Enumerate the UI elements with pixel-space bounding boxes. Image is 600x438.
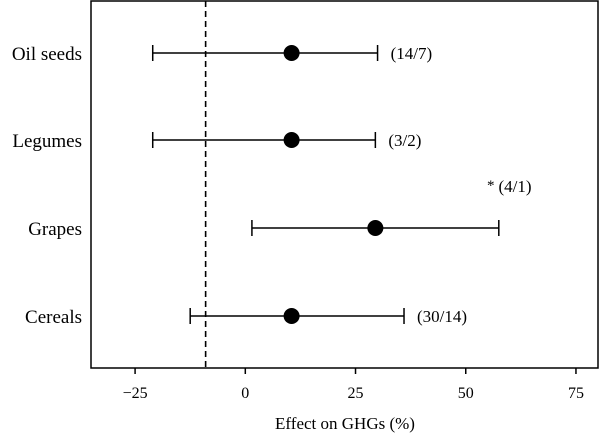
study-count-label: (14/7) [391,44,433,63]
x-tick-label: −25 [123,385,148,402]
category-label: Oil seeds [12,44,82,65]
plot-marks: (14/7) (3/2) * (4/1) (30/14) [151,44,532,326]
x-axis-title: Effect on GHGs (%) [275,414,415,433]
x-tick-label: 75 [568,385,584,402]
point-estimate [283,308,300,324]
study-count-label: * (4/1) [487,177,532,196]
point-estimate [367,220,384,236]
study-count-label: (3/2) [388,131,421,150]
plot-frame [90,0,599,369]
x-tick-label: 0 [241,385,249,402]
x-axis: −25 0 25 50 75 [123,368,584,402]
point-estimate [283,45,300,61]
category-label: Grapes [28,219,82,240]
category-labels: Oil seeds Legumes Grapes Cereals [12,44,82,328]
x-tick-label: 50 [458,385,474,402]
x-tick-label: 25 [348,385,364,402]
study-count-label: (30/14) [417,307,467,326]
category-label: Cereals [25,307,82,328]
significance-marker: * [487,178,495,194]
study-count-value: (4/1) [499,177,532,196]
category-label: Legumes [12,131,82,152]
point-estimate [283,132,300,148]
